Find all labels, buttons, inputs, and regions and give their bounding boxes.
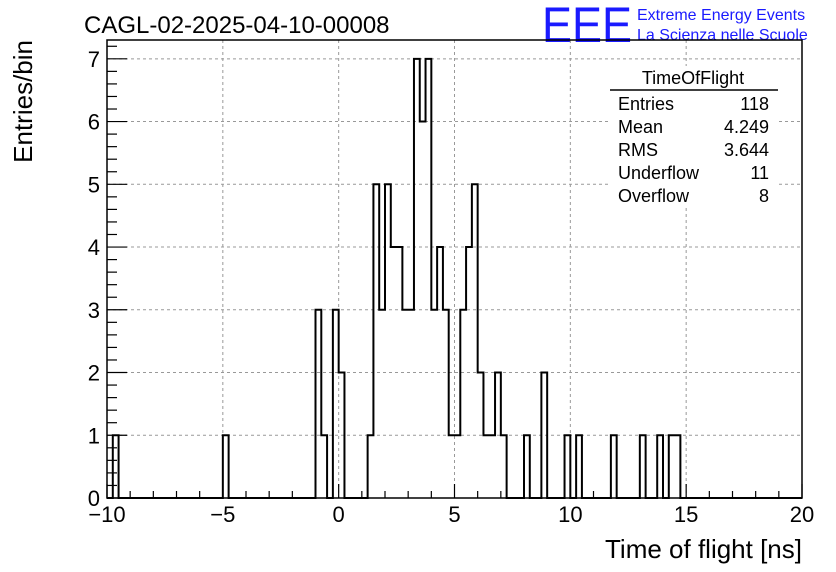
histogram-bin [489,435,495,498]
stats-row-label: Underflow [618,163,700,183]
y-tick-label: 2 [88,361,100,386]
y-axis-label: Entries/bin [8,40,38,163]
y-tick-labels: 0 1 2 3 4 5 6 7 [88,47,100,511]
y-tick-label: 6 [88,110,100,135]
logo-line1: Extreme Energy Events [637,7,805,24]
histogram-outline [107,57,802,499]
histogram-bin [455,435,461,498]
histogram-bin [449,435,455,498]
histogram-bin [431,310,437,498]
y-tick-label: 1 [88,423,100,448]
x-tick-label: −5 [210,502,235,527]
logo-mark: EEE [542,0,632,53]
x-tick-label: 10 [558,502,582,527]
stats-rows: Entries 118 Mean 4.249 RMS 3.644 Underflow 11 Ov… [618,94,769,206]
histogram-bars [107,57,802,499]
stats-row-label: Overflow [618,186,690,206]
x-axis-label: Time of flight [ns] [605,534,802,564]
x-tick-labels: −10 −5 0 5 10 15 20 [88,502,814,527]
stats-row-value: 3.644 [724,140,769,160]
x-tick-label: 15 [674,502,698,527]
stats-row-label: Mean [618,117,663,137]
axis-ticks [106,45,803,499]
chart-title: CAGL-02-2025-04-10-00008 [84,12,390,39]
x-tick-label: 0 [333,502,345,527]
logo-line2: La Scienza nelle Scuole [637,27,808,44]
x-tick-label: −10 [88,502,125,527]
histogram-bin [483,435,489,498]
y-tick-label: 4 [88,235,100,260]
y-tick-label: 0 [88,486,100,511]
stats-row-value: 8 [759,186,769,206]
y-tick-label: 5 [88,172,100,197]
stats-row-label: RMS [618,140,658,160]
x-tick-label: 5 [448,502,460,527]
stats-title: TimeOfFlight [642,68,744,88]
stats-row-value: 11 [750,163,769,183]
stats-row-label: Entries [618,94,674,114]
histogram-bin [379,310,385,498]
histogram-bin [408,310,414,498]
stats-row-value: 4.249 [724,117,769,137]
stats-row-value: 118 [740,94,769,114]
x-tick-label: 20 [790,502,814,527]
histogram-bin [402,310,408,498]
y-tick-label: 3 [88,298,100,323]
y-tick-label: 7 [88,47,100,72]
logo: EEE Extreme Energy Events La Scienza nel… [542,0,808,53]
